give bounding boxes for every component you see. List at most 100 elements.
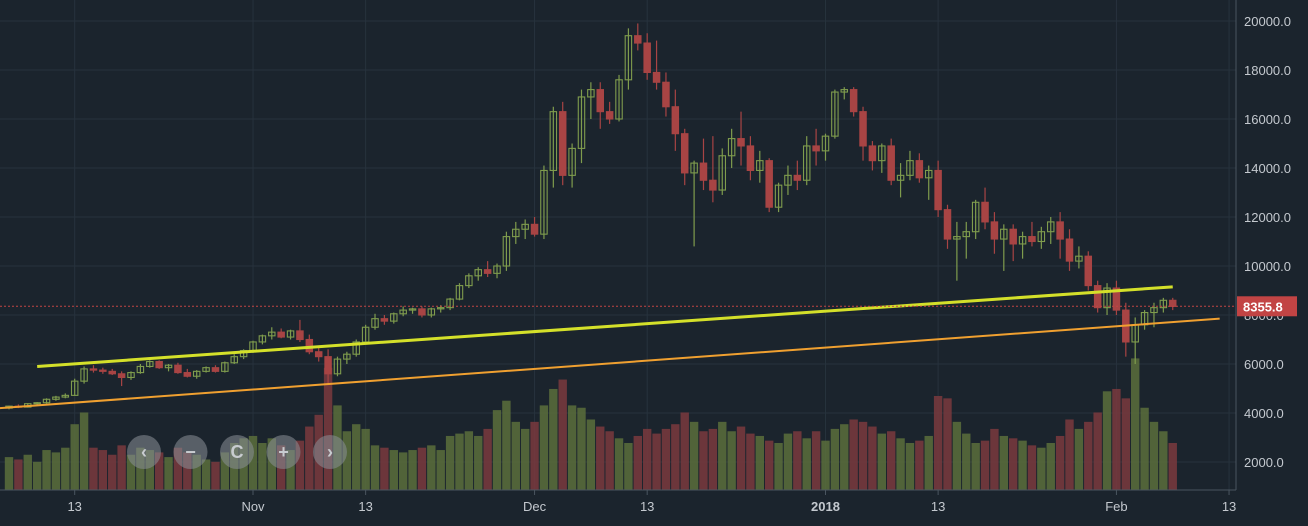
plus-icon: + [278, 442, 289, 462]
scroll-right-button[interactable]: › [313, 435, 347, 469]
candle-body [784, 174, 792, 186]
volume-bar [1149, 421, 1159, 490]
volume-bar [821, 440, 830, 490]
volume-bar [70, 424, 79, 490]
candle-body [727, 138, 736, 157]
candle-body [483, 269, 492, 274]
volume-bar [380, 447, 389, 490]
volume-bar [793, 431, 802, 490]
candle-body [1159, 299, 1168, 309]
candle-body [89, 368, 98, 371]
candle-body [756, 160, 764, 171]
last-price-badge [1237, 296, 1297, 317]
volume-bar [1065, 419, 1074, 490]
volume-bar [136, 447, 145, 490]
candle-body [352, 341, 360, 355]
candle-body [268, 331, 276, 337]
zoom-in-button[interactable]: + [266, 435, 301, 469]
volume-bar [201, 459, 211, 490]
volume-bar [661, 428, 671, 490]
candle-body [465, 275, 473, 287]
candle-body [80, 368, 88, 382]
candle-body [408, 308, 417, 311]
candle-body [1028, 236, 1036, 243]
volume-bar [849, 419, 858, 490]
y-tick-label: 6000.0 [1244, 357, 1284, 372]
volume-bar [915, 440, 924, 490]
candle-body [634, 35, 642, 44]
volume-bar [886, 431, 896, 490]
candle-body [343, 353, 351, 360]
candle-body [953, 236, 961, 240]
candle-body [446, 298, 454, 309]
volume-bar [192, 454, 201, 490]
volume-bar [642, 428, 652, 490]
volume-bar [680, 412, 689, 490]
y-tick-label: 12000.0 [1244, 210, 1291, 225]
volume-bar [596, 426, 605, 490]
candle-body [652, 71, 661, 83]
last-price-marker: 8355.8 [0, 296, 1297, 317]
candle-body [1075, 255, 1083, 262]
candle-body [305, 338, 314, 353]
volume-bar [999, 435, 1009, 490]
volume-bar [220, 452, 230, 490]
candle-body [108, 370, 116, 375]
candle-body [699, 162, 708, 181]
trendline[interactable] [37, 285, 1173, 368]
volume-bar [1093, 412, 1102, 490]
candle-body [971, 201, 980, 233]
volume-bar [145, 450, 154, 490]
volume-bar [248, 435, 258, 490]
candle-body [934, 169, 942, 211]
trendline[interactable] [0, 317, 1220, 410]
candle-body [474, 269, 482, 277]
volume-bar [398, 452, 408, 490]
volume-bar [971, 443, 980, 490]
candle-body [1000, 228, 1008, 240]
volume-bar [1037, 447, 1046, 490]
volume-bar [605, 431, 614, 490]
volume-bar [1102, 391, 1112, 490]
volume-bar [708, 428, 718, 490]
candle-body [42, 398, 51, 404]
candle-body [849, 89, 858, 113]
volume-bar [577, 407, 586, 490]
volume-bar [1121, 398, 1131, 490]
zoom-out-button[interactable]: − [173, 435, 208, 469]
scroll-left-button[interactable]: ‹ [127, 435, 161, 469]
x-tick-label: 13 [1222, 499, 1236, 514]
candle-body [1112, 287, 1121, 311]
volume-bar [42, 450, 51, 490]
volume-bar [755, 435, 764, 490]
volume-bar [258, 443, 267, 490]
candle-body [793, 174, 802, 181]
volume-bar [1131, 358, 1140, 490]
chart-navigation-toolbar[interactable]: ‹ − C + › [127, 435, 347, 469]
candle-body [61, 394, 70, 398]
button-circle [266, 435, 301, 469]
candle-body [230, 356, 238, 364]
trendlines[interactable] [0, 285, 1220, 410]
candle-body [455, 285, 464, 300]
candle-body [821, 135, 830, 152]
volume-bar [502, 400, 511, 490]
x-tick-label: Dec [523, 499, 547, 514]
volume-bar [445, 435, 455, 490]
reset-button[interactable]: C [220, 435, 254, 469]
volume-bar [455, 433, 464, 490]
x-tick-label: 13 [358, 499, 372, 514]
candle-body [399, 309, 407, 315]
volume-bar [943, 398, 952, 490]
volume-bar [117, 445, 126, 490]
volume-bar [4, 457, 14, 490]
volume-bar [1055, 435, 1065, 490]
candle-body [1046, 221, 1055, 233]
volume-bar [164, 457, 173, 490]
volume-bar [896, 438, 905, 490]
candle-body [981, 201, 989, 223]
volume-bar [549, 388, 558, 490]
volume-bar [436, 450, 445, 490]
